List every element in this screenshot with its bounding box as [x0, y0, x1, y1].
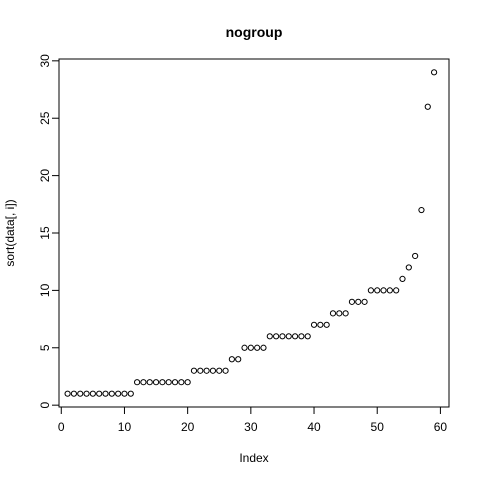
data-point	[165, 379, 172, 386]
data-point	[317, 321, 324, 328]
x-axis-label: Index	[239, 451, 268, 465]
y-tick-label: 30	[38, 54, 52, 68]
data-point	[228, 356, 235, 363]
x-tick-label: 10	[118, 420, 132, 434]
data-point	[342, 310, 349, 317]
data-point	[361, 298, 368, 305]
data-point	[77, 390, 84, 397]
y-tick-label: 15	[38, 226, 52, 240]
chart-title: nogroup	[226, 24, 283, 40]
data-point	[127, 390, 134, 397]
data-point	[336, 310, 343, 317]
data-point	[399, 275, 406, 283]
data-point	[152, 379, 160, 386]
data-point	[405, 264, 412, 271]
data-point	[266, 333, 273, 340]
data-point	[348, 298, 356, 305]
data-point	[279, 333, 286, 340]
x-tick-label: 50	[371, 420, 385, 434]
data-point	[83, 390, 90, 397]
data-point	[184, 379, 191, 386]
y-tick-label: 10	[38, 283, 52, 297]
data-point	[393, 287, 400, 294]
data-point	[355, 298, 362, 305]
data-point	[121, 390, 128, 397]
data-point	[323, 321, 330, 328]
data-point	[70, 390, 78, 397]
data-point	[273, 333, 280, 340]
data-point	[96, 390, 103, 397]
x-tick-label: 20	[181, 420, 195, 434]
y-axis-label: sort(data[, i])	[3, 199, 17, 266]
data-point	[310, 321, 318, 328]
data-point	[329, 310, 337, 317]
data-point	[241, 344, 248, 351]
data-point	[134, 379, 141, 386]
y-tick-label: 20	[38, 169, 52, 183]
data-point	[291, 333, 299, 340]
data-point	[89, 390, 96, 397]
data-points	[64, 69, 438, 397]
data-point	[285, 333, 292, 340]
y-tick-label: 5	[38, 344, 52, 351]
data-point	[430, 69, 438, 76]
data-point	[203, 367, 210, 374]
data-point	[197, 367, 204, 374]
data-point	[247, 344, 254, 351]
data-point	[102, 390, 109, 397]
x-tick-label: 0	[58, 420, 65, 434]
y-tick-label: 0	[38, 402, 52, 409]
x-tick-label: 30	[244, 420, 258, 434]
data-point	[418, 206, 425, 214]
data-point	[209, 367, 217, 374]
data-point	[367, 287, 374, 294]
data-point	[115, 390, 122, 397]
data-point	[216, 367, 223, 374]
data-point	[146, 379, 153, 386]
x-tick-label: 40	[307, 420, 321, 434]
data-point	[171, 379, 179, 386]
y-tick-label: 25	[38, 111, 52, 125]
data-point	[190, 367, 198, 374]
y-axis: 0 5 10 15 20 25 30	[38, 54, 60, 409]
plot-area-border	[58, 58, 450, 408]
data-point	[178, 379, 185, 386]
data-point	[235, 356, 242, 363]
data-point	[159, 379, 166, 386]
data-point	[374, 287, 381, 294]
data-point	[140, 379, 147, 386]
data-point	[108, 390, 115, 397]
data-point	[304, 333, 311, 340]
data-point	[260, 344, 267, 351]
x-axis: 0 10 20 30 40 50 60	[58, 406, 448, 434]
data-point	[222, 367, 229, 374]
data-point	[298, 333, 305, 340]
data-point	[254, 344, 261, 351]
data-point	[64, 390, 71, 397]
x-tick-label: 60	[434, 420, 448, 434]
data-point	[424, 103, 431, 110]
data-point	[386, 287, 393, 294]
data-point	[380, 287, 387, 294]
data-point	[412, 252, 419, 260]
